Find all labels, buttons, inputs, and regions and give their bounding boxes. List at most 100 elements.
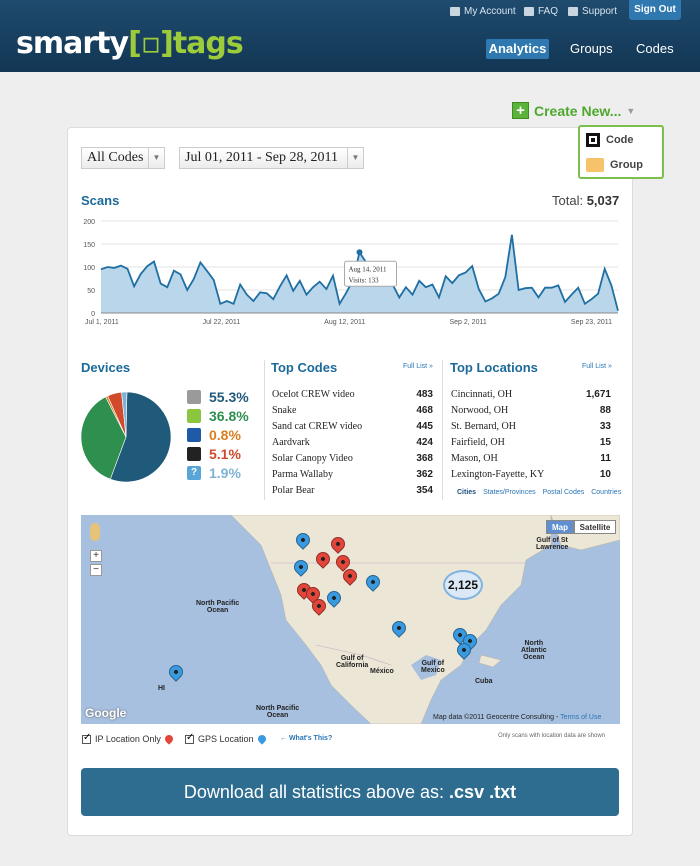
location-tab-cities[interactable]: Cities [457, 489, 477, 496]
support-icon [568, 7, 578, 16]
top-codes-full-list-link[interactable]: Full List » [403, 363, 433, 370]
header: smarty[▫]tags My Account FAQ Support Sig… [0, 0, 700, 72]
menu-item-code[interactable]: Code [586, 133, 634, 147]
windows-icon [187, 428, 201, 442]
y-tick-label: 150 [83, 242, 95, 249]
nav-analytics[interactable]: Analytics [486, 39, 549, 59]
codes-select[interactable]: All Codes ▼ [81, 147, 165, 169]
my-account-link[interactable]: My Account [450, 6, 516, 17]
device-row: ? 1.9% [187, 465, 241, 481]
map-label: North Pacific Ocean [256, 705, 300, 719]
top-code-value: 468 [416, 405, 433, 416]
terms-of-use-link[interactable]: Terms of Use [560, 714, 602, 721]
chevron-down-icon: ▼ [148, 148, 164, 168]
top-location-row[interactable]: Mason, OH 11 [451, 451, 611, 467]
top-locations-full-list-link[interactable]: Full List » [582, 363, 612, 370]
top-location-value: 11 [600, 453, 611, 464]
top-code-row[interactable]: Solar Canopy Video 368 [272, 451, 433, 467]
nav-groups[interactable]: Groups [570, 41, 613, 56]
device-row: 55.3% [187, 389, 249, 405]
scan-map[interactable]: Map Satellite + − North Pacific Ocean No… [81, 515, 620, 724]
top-location-row[interactable]: Lexington-Fayette, KY 10 [451, 467, 611, 483]
top-code-row[interactable]: Ocelot CREW video 483 [272, 387, 433, 403]
date-range-select[interactable]: Jul 01, 2011 - Sep 28, 2011 ▼ [179, 147, 364, 169]
map-label: Gulf of St Lawrence [536, 537, 569, 551]
tooltip-visits: Visits: 133 [349, 276, 380, 284]
scans-total: Total: 5,037 [552, 193, 620, 208]
top-code-row[interactable]: Parma Wallaby 362 [272, 467, 433, 483]
map-label: North Pacific Ocean [196, 600, 240, 614]
top-code-row[interactable]: Snake 468 [272, 403, 433, 419]
top-location-name: Mason, OH [451, 453, 498, 464]
whats-this-link[interactable]: ← What's This? [280, 735, 333, 742]
divider [442, 360, 443, 500]
x-tick-label: Sep 2, 2011 [450, 319, 487, 326]
gps-location-toggle[interactable]: GPS Location [185, 732, 268, 745]
location-tab-postal-codes[interactable]: Postal Codes [542, 489, 585, 496]
gps-location-checkbox[interactable] [185, 732, 194, 744]
device-row: 36.8% [187, 408, 249, 424]
blackberry-icon [187, 447, 201, 461]
top-code-value: 424 [416, 437, 433, 448]
zoom-in-button[interactable]: + [90, 550, 102, 562]
x-tick-label: Jul 1, 2011 [85, 319, 119, 326]
top-code-row[interactable]: Polar Bear 354 [272, 483, 433, 499]
top-locations-title: Top Locations [450, 360, 538, 375]
plus-icon: + [512, 102, 529, 119]
account-icon [450, 7, 460, 16]
satellite-view-button[interactable]: Satellite [574, 520, 616, 534]
download-button[interactable]: Download all statistics above as: .csv .… [81, 768, 619, 816]
chevron-down-icon: ▼ [626, 105, 636, 116]
support-link[interactable]: Support [568, 6, 617, 17]
map-label: México [370, 668, 394, 675]
ip-location-toggle[interactable]: IP Location Only [82, 732, 175, 745]
top-codes-list: Ocelot CREW video 483 Snake 468 Sand cat CRE… [272, 387, 433, 502]
location-cluster[interactable]: 2,125 [443, 570, 483, 600]
csv-link[interactable]: .csv [449, 782, 485, 802]
top-code-value: 362 [416, 469, 433, 480]
txt-link[interactable]: .txt [489, 782, 517, 802]
red-pin-icon [163, 733, 175, 745]
map-label: HI [158, 685, 165, 692]
top-code-name: Snake [272, 405, 297, 416]
top-code-row[interactable]: Sand cat CREW video 445 [272, 419, 433, 435]
create-new-button[interactable]: + Create New... ▼ [512, 102, 635, 119]
menu-item-group[interactable]: Group [586, 158, 643, 172]
sign-out-button[interactable]: Sign Out [629, 0, 681, 20]
top-location-row[interactable]: Fairfield, OH 15 [451, 435, 611, 451]
street-view-icon[interactable] [90, 523, 100, 541]
scans-title: Scans [81, 193, 120, 208]
top-location-row[interactable]: St. Bernard, OH 33 [451, 419, 611, 435]
logo[interactable]: smarty[▫]tags [16, 26, 244, 61]
top-code-value: 354 [416, 485, 433, 496]
top-location-value: 10 [599, 469, 611, 480]
top-code-value: 368 [416, 453, 433, 464]
top-code-name: Solar Canopy Video [272, 453, 353, 464]
top-location-name: Fairfield, OH [451, 437, 505, 448]
top-location-row[interactable]: Cincinnati, OH 1,671 [451, 387, 611, 403]
device-percent: 36.8% [209, 408, 249, 424]
location-tab-states-provinces[interactable]: States/Provinces [483, 489, 536, 496]
folder-icon [586, 158, 604, 172]
map-view-button[interactable]: Map [546, 520, 574, 534]
faq-link[interactable]: FAQ [524, 6, 558, 17]
ip-location-checkbox[interactable] [82, 732, 91, 744]
y-tick-label: 200 [83, 219, 95, 226]
nav-codes[interactable]: Codes [636, 41, 674, 56]
y-tick-label: 50 [87, 288, 95, 295]
device-row: 5.1% [187, 446, 241, 462]
top-code-value: 445 [416, 421, 433, 432]
map-label: Gulf of California [336, 655, 369, 669]
tooltip-point[interactable] [356, 249, 363, 256]
top-code-row[interactable]: Aardvark 424 [272, 435, 433, 451]
map-label: Cuba [475, 678, 493, 685]
top-location-name: Lexington-Fayette, KY [451, 469, 545, 480]
faq-icon [524, 7, 534, 16]
map-label: Gulf of Mexico [421, 660, 445, 674]
zoom-out-button[interactable]: − [90, 564, 102, 576]
device-percent: 55.3% [209, 389, 249, 405]
location-tab-countries[interactable]: Countries [591, 489, 622, 496]
top-location-row[interactable]: Norwood, OH 88 [451, 403, 611, 419]
map-copyright: Map data ©2011 Geocentre Consulting - Te… [433, 714, 602, 721]
